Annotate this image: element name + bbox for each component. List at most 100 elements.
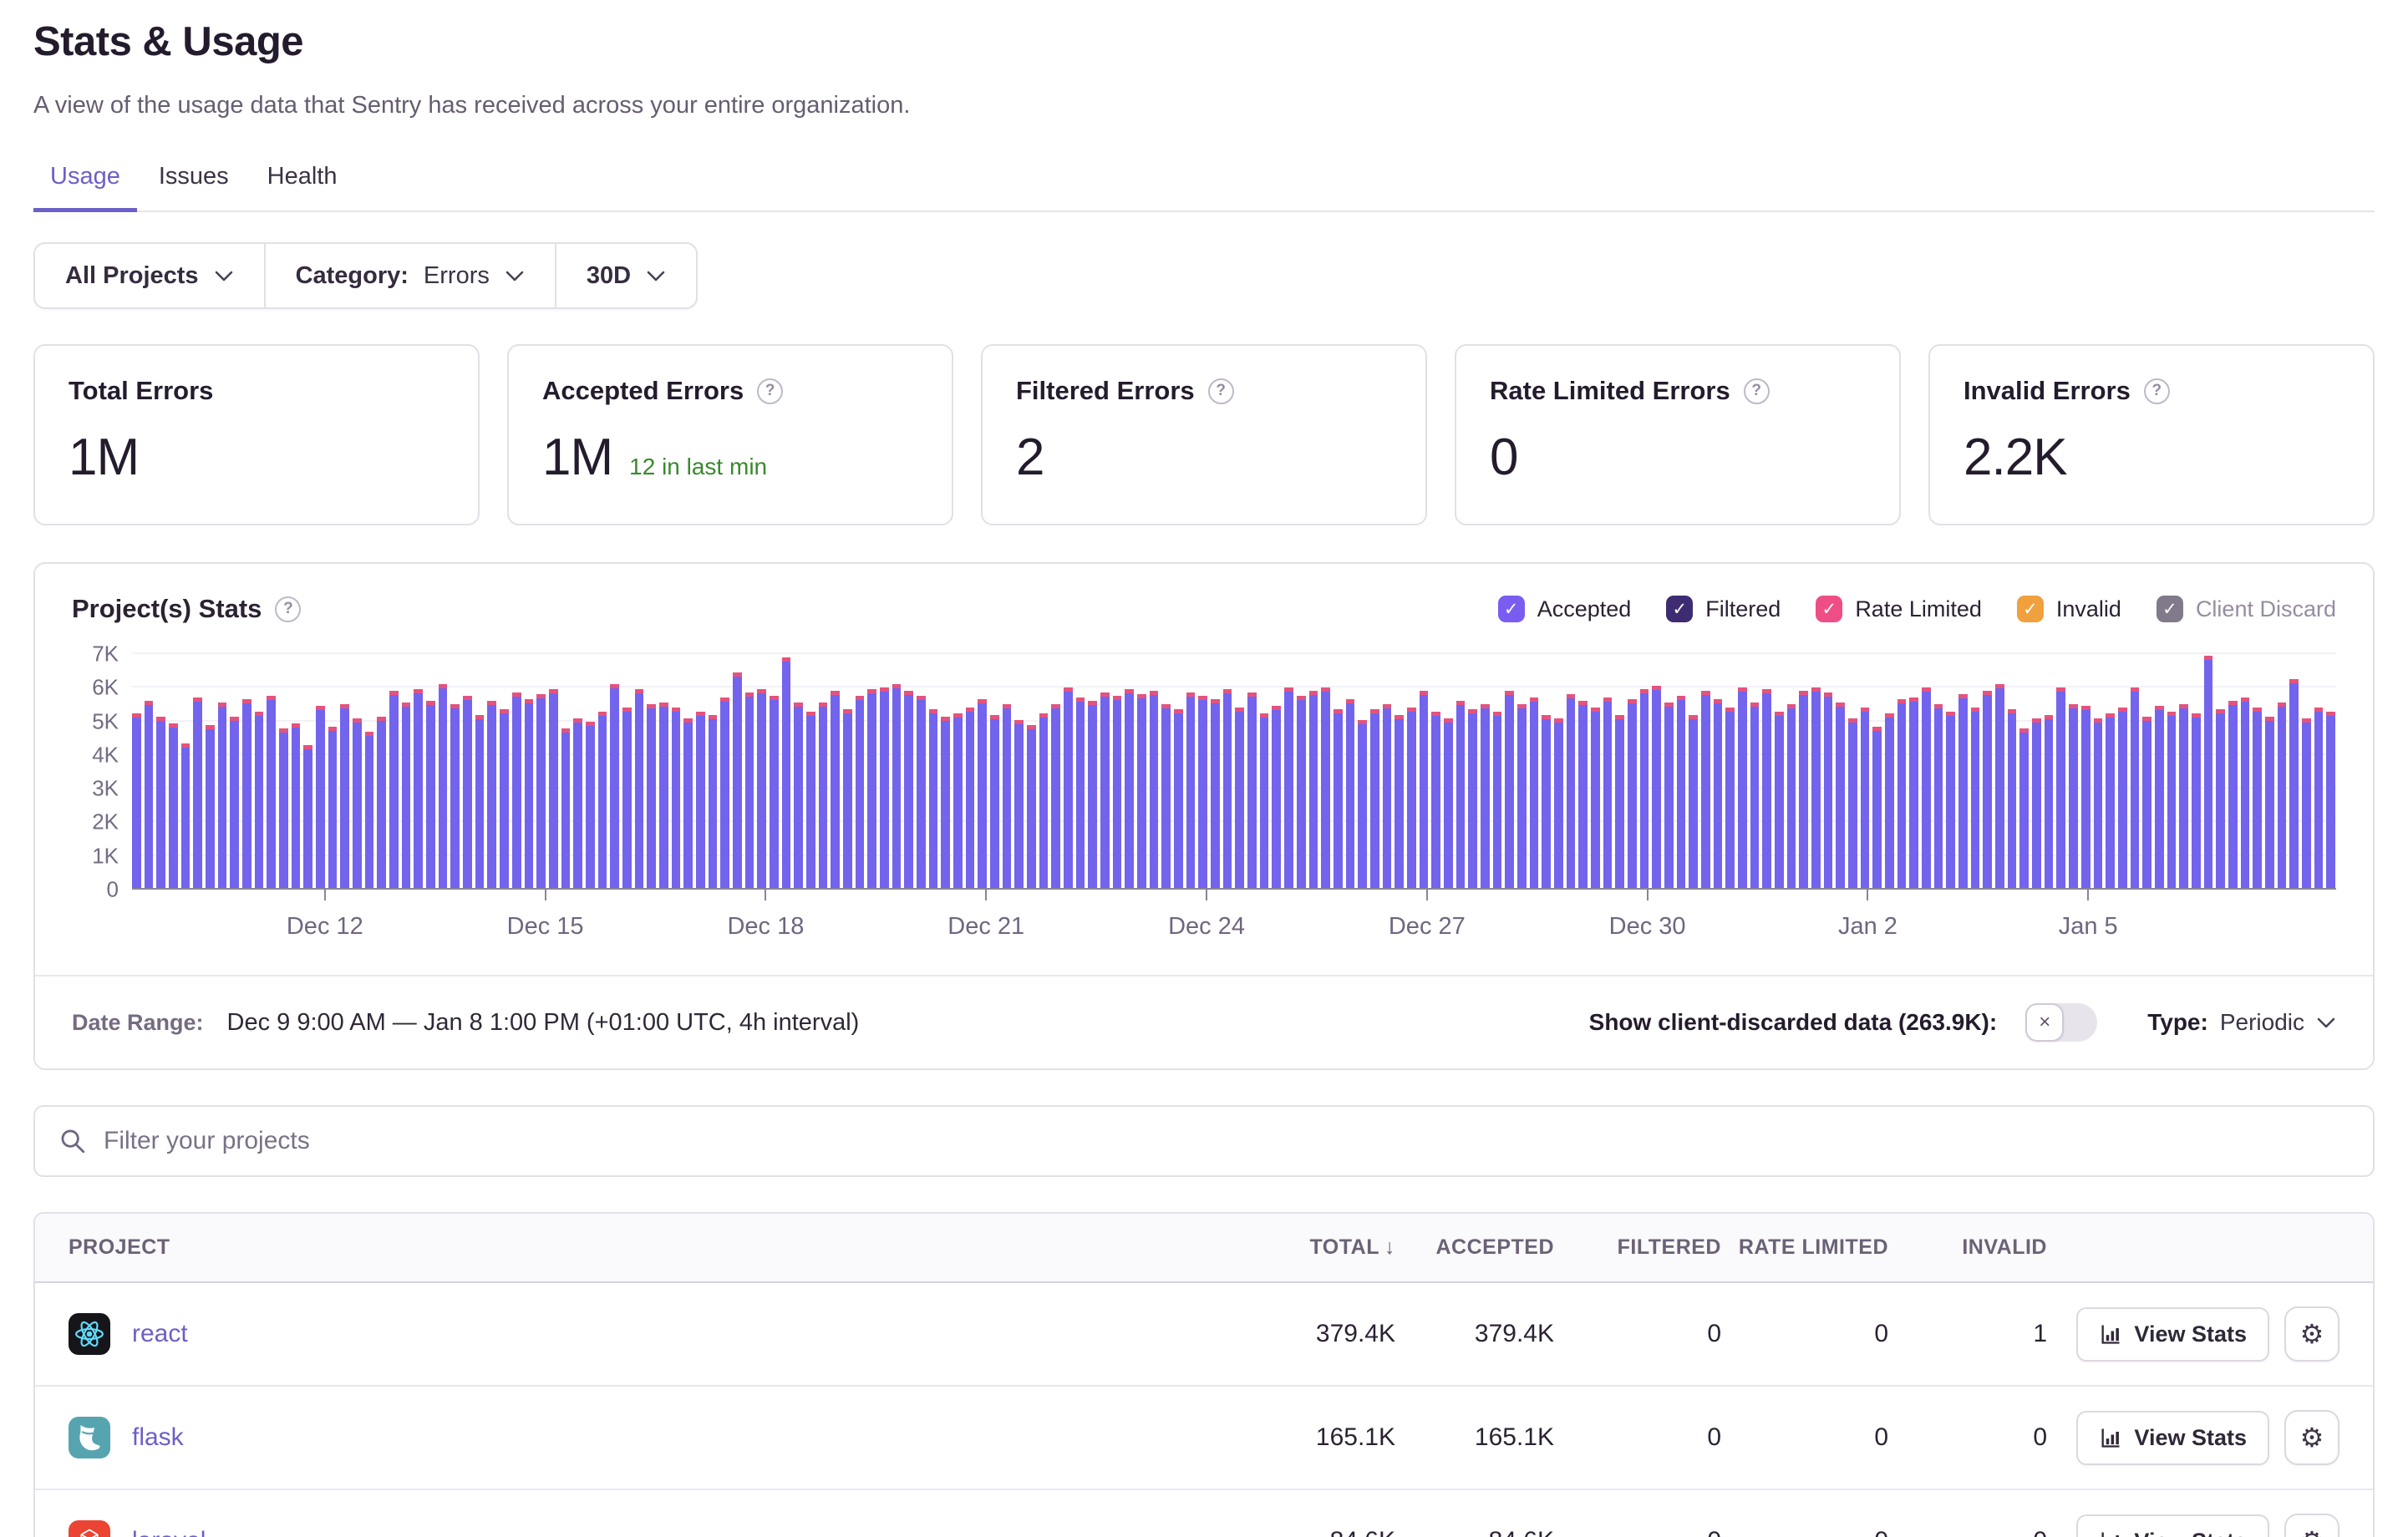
chart-bar[interactable] (1309, 691, 1318, 890)
chart-bar[interactable] (2289, 679, 2299, 890)
chart-bar[interactable] (1186, 692, 1196, 890)
chart-bar[interactable] (622, 708, 632, 890)
help-icon[interactable]: ? (2144, 378, 2170, 404)
chart-bar[interactable] (1395, 715, 1404, 890)
chart-bar[interactable] (2204, 656, 2213, 890)
chart-bar[interactable] (1542, 715, 1551, 890)
chart-bar[interactable] (782, 657, 791, 890)
chart-bar[interactable] (1946, 712, 1955, 890)
chart-bar[interactable] (1456, 701, 1466, 890)
chart-bar[interactable] (1983, 691, 1992, 890)
col-total[interactable]: TOTAL↓ (1195, 1235, 1395, 1260)
chart-bar[interactable] (2008, 709, 2017, 890)
chart-bar[interactable] (206, 725, 215, 890)
chart-bar[interactable] (929, 709, 938, 890)
col-rate-limited[interactable]: RATE LIMITED (1721, 1235, 1888, 1260)
chart-bar[interactable] (1027, 725, 1036, 890)
chart-bar[interactable] (169, 723, 178, 890)
legend-filtered[interactable]: ✓Filtered (1666, 596, 1781, 622)
col-project[interactable]: PROJECT (69, 1235, 1195, 1260)
help-icon[interactable]: ? (275, 596, 301, 622)
chart-bar[interactable] (770, 696, 779, 890)
chart-bar[interactable] (1897, 699, 1907, 890)
chart-bar[interactable] (1762, 689, 1771, 890)
chart-bar[interactable] (880, 687, 889, 890)
chart-bar[interactable] (2253, 708, 2262, 890)
chart-bar[interactable] (966, 708, 975, 890)
chart-bar[interactable] (1811, 687, 1821, 890)
chart-bar[interactable] (2167, 712, 2177, 890)
chart-bar[interactable] (145, 701, 154, 890)
col-accepted[interactable]: ACCEPTED (1395, 1235, 1554, 1260)
chart-bar[interactable] (536, 694, 546, 890)
chart-bar[interactable] (867, 689, 876, 890)
chart-bar[interactable] (2069, 704, 2078, 890)
chart-bar[interactable] (2241, 697, 2250, 890)
chart-bar[interactable] (1444, 718, 1453, 890)
chart-bar[interactable] (1260, 713, 1269, 890)
chart-bar[interactable] (1137, 694, 1146, 890)
project-settings-button[interactable]: ⚙ (2284, 1514, 2339, 1537)
chart-bar[interactable] (794, 703, 803, 890)
chart-bar[interactable] (365, 732, 374, 890)
help-icon[interactable]: ? (1744, 378, 1770, 404)
chart-bar[interactable] (1346, 699, 1355, 890)
chart-bar[interactable] (978, 699, 987, 890)
chart-bar[interactable] (1872, 727, 1882, 890)
chart-bar[interactable] (316, 706, 325, 890)
chart-bar[interactable] (1321, 687, 1330, 890)
chart-bar[interactable] (1958, 694, 1968, 890)
chart-bar[interactable] (426, 701, 435, 890)
chart-bar[interactable] (1223, 689, 1232, 890)
chart-bar[interactable] (1383, 704, 1392, 890)
chart-bar[interactable] (156, 717, 165, 890)
category-filter-dropdown[interactable]: Category: Errors (264, 244, 555, 307)
chart-bar[interactable] (586, 722, 595, 890)
chart-bar[interactable] (635, 689, 644, 890)
chart-bar[interactable] (1603, 697, 1613, 890)
chart-bar[interactable] (1799, 691, 1808, 890)
chart-bar[interactable] (1640, 689, 1649, 890)
chart-bar[interactable] (709, 715, 718, 890)
chart-bar[interactable] (1039, 713, 1049, 890)
chart-bar[interactable] (1677, 696, 1686, 890)
chart-bar[interactable] (328, 727, 338, 890)
chart-bar[interactable] (917, 696, 926, 890)
view-stats-button[interactable]: View Stats (2076, 1514, 2269, 1537)
help-icon[interactable]: ? (757, 378, 783, 404)
chart-bar[interactable] (1567, 694, 1576, 890)
chart-bar[interactable] (267, 696, 276, 890)
chart-bar[interactable] (1370, 709, 1379, 890)
chart-bar[interactable] (757, 689, 766, 890)
chart-bar[interactable] (487, 701, 496, 890)
chart-bar[interactable] (1334, 709, 1343, 890)
chart-bar[interactable] (450, 704, 460, 890)
chart-bar[interactable] (1628, 699, 1637, 890)
chart-bar[interactable] (389, 691, 399, 890)
chart-bar[interactable] (1971, 708, 1980, 890)
chart-bar[interactable] (831, 691, 840, 890)
chart-bar[interactable] (1934, 704, 1943, 890)
chart-bar[interactable] (2056, 687, 2065, 890)
chart-bar[interactable] (414, 689, 423, 890)
chart-bar[interactable] (230, 717, 239, 890)
chart-bar[interactable] (892, 684, 902, 890)
chart-bar[interactable] (1848, 718, 1857, 890)
col-filtered[interactable]: FILTERED (1554, 1235, 1721, 1260)
chart-bar[interactable] (1407, 708, 1416, 890)
chart-bar[interactable] (1051, 704, 1060, 890)
chart-bar[interactable] (2118, 708, 2127, 890)
chart-bar[interactable] (1689, 715, 1698, 890)
chart-bar[interactable] (303, 745, 312, 890)
chart-bar[interactable] (1247, 692, 1257, 890)
chart-bar[interactable] (2131, 687, 2140, 890)
chart-bar[interactable] (1530, 697, 1539, 890)
chart-bar[interactable] (1014, 720, 1024, 890)
project-link[interactable]: flask (132, 1423, 184, 1452)
chart-bar[interactable] (549, 689, 558, 890)
chart-bar[interactable] (1431, 712, 1440, 890)
chart-bar[interactable] (1076, 697, 1085, 890)
chart-bar[interactable] (2302, 718, 2311, 890)
chart-bar[interactable] (1468, 709, 1477, 890)
chart-bar[interactable] (843, 709, 852, 890)
